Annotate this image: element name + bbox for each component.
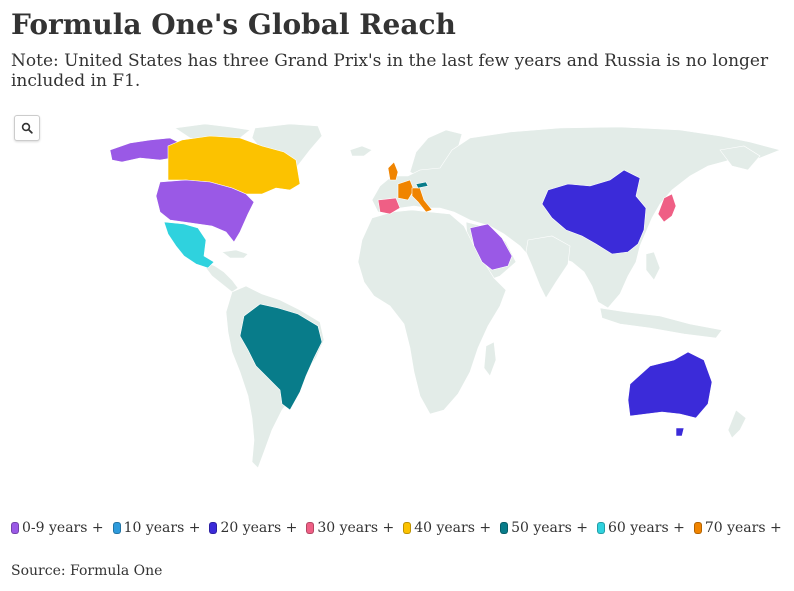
land-iceland <box>349 145 373 157</box>
land-philippines <box>645 251 661 281</box>
legend-swatch <box>403 522 412 534</box>
legend-item-40[interactable]: 40 years + <box>403 520 491 536</box>
country-australia <box>627 351 713 419</box>
country-austria <box>415 181 429 189</box>
country-tasmania <box>675 427 685 437</box>
land-madagascar <box>483 341 497 377</box>
legend-swatch <box>209 522 218 534</box>
legend-swatch <box>596 522 605 534</box>
map-legend: 0-9 years + 10 years + 20 years + 30 yea… <box>11 520 782 536</box>
page-subtitle: Note: United States has three Grand Prix… <box>11 51 769 91</box>
land-new-zealand <box>727 409 747 439</box>
legend-swatch <box>693 522 702 534</box>
country-japan <box>657 193 677 223</box>
page-title: Formula One's Global Reach <box>11 8 456 41</box>
land-sea-islands <box>599 307 723 339</box>
country-usa <box>155 179 255 243</box>
land-kamchatka <box>719 145 761 171</box>
country-brazil <box>239 303 323 411</box>
legend-item-30[interactable]: 30 years + <box>306 520 394 536</box>
f1-countries <box>109 135 713 437</box>
legend-item-10[interactable]: 10 years + <box>112 520 201 536</box>
land-caribbean <box>221 249 249 259</box>
legend-label: 30 years + <box>317 520 395 536</box>
source-note: Source: Formula One <box>11 563 163 579</box>
legend-item-70[interactable]: 70 years + <box>693 520 782 536</box>
legend-label: 0-9 years + <box>22 520 104 536</box>
legend-label: 70 years + <box>704 520 782 536</box>
legend-swatch <box>11 522 19 534</box>
legend-label: 60 years + <box>607 520 685 536</box>
country-spain <box>377 197 401 215</box>
country-italy <box>411 187 433 213</box>
legend-item-0-9[interactable]: 0-9 years + <box>11 520 104 536</box>
country-mexico <box>163 221 215 269</box>
legend-label: 20 years + <box>220 520 298 536</box>
legend-swatch <box>500 522 509 534</box>
country-uk <box>387 161 399 181</box>
country-france <box>397 179 415 201</box>
land-central-america <box>204 261 239 293</box>
legend-label: 50 years + <box>511 520 588 536</box>
country-china <box>541 169 647 255</box>
legend-label: 40 years + <box>414 520 492 536</box>
search-icon <box>21 122 33 134</box>
land-africa <box>357 209 507 415</box>
country-saudi-arabia <box>469 223 513 271</box>
map-search-button[interactable] <box>14 115 40 141</box>
legend-swatch <box>112 522 121 534</box>
legend-item-50[interactable]: 50 years + <box>500 520 588 536</box>
legend-label: 10 years + <box>123 520 201 536</box>
land-india <box>525 235 571 299</box>
world-map[interactable] <box>0 120 794 480</box>
legend-item-60[interactable]: 60 years + <box>596 520 685 536</box>
legend-swatch <box>306 522 315 534</box>
legend-item-20[interactable]: 20 years + <box>209 520 297 536</box>
